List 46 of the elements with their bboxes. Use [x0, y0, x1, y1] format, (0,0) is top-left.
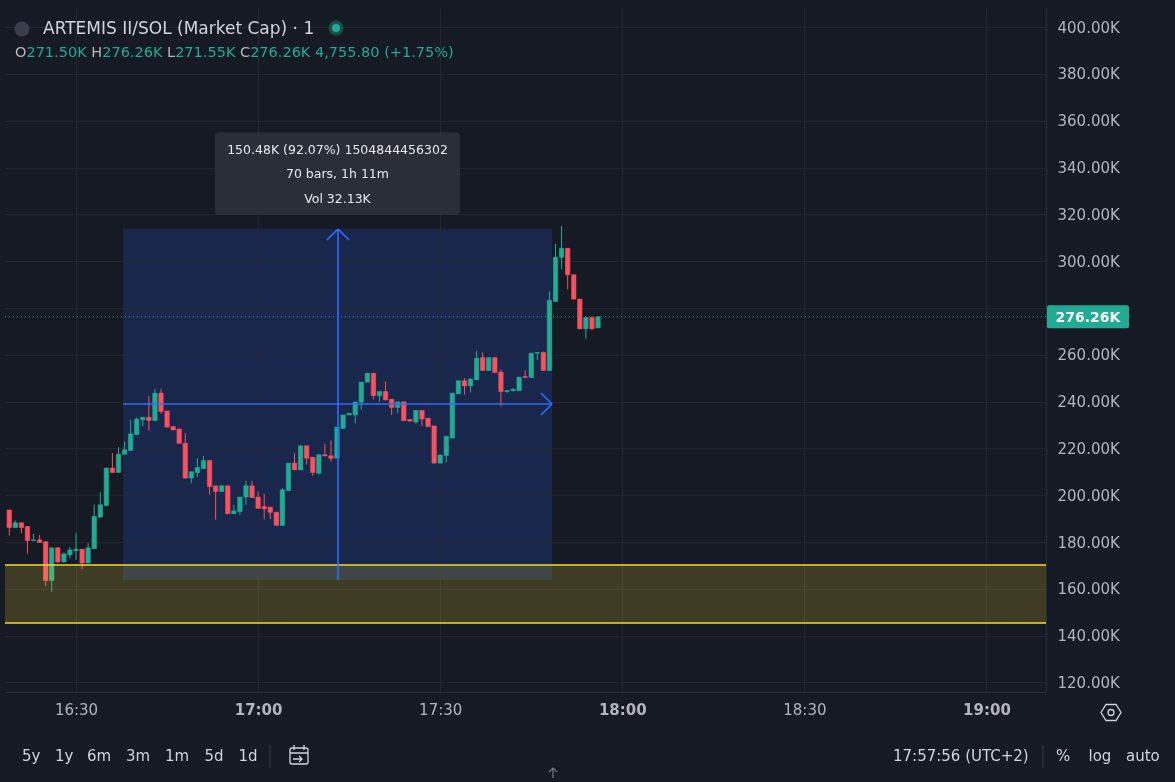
text: 5y: [22, 747, 41, 765]
y-tick-label: 120.00K: [1057, 673, 1121, 692]
y-tick-label: 300.00K: [1057, 252, 1121, 271]
x-tick-label: 17:30: [419, 700, 463, 719]
text: 6m: [87, 747, 112, 765]
y-tick-label: 200.00K: [1057, 486, 1121, 505]
candlestick: [109, 452, 115, 473]
candlestick: [79, 548, 85, 570]
text: log: [1088, 747, 1112, 765]
y-tick-label: 240.00K: [1057, 393, 1121, 412]
y-tick-label: 160.00K: [1057, 580, 1121, 599]
ref-line-label: 276.26K: [1055, 308, 1122, 325]
annotation: 150.48K (92.07%) 1504844456302: [227, 141, 448, 157]
price-tag: 276.26K: [1047, 305, 1129, 329]
annotation: Vol 32.13K: [304, 190, 372, 206]
y-tick-label: 380.00K: [1057, 65, 1121, 84]
y-tick-label: 260.00K: [1057, 346, 1121, 365]
text: 1d: [238, 747, 258, 765]
x-tick-label: 18:30: [783, 700, 827, 719]
candlestick: [480, 351, 486, 371]
text: O271.50K H276.26K L271.55K C276.26K 4,755.80 (+1.75%): [15, 44, 454, 60]
text: 17:57:56 (UTC+2): [893, 747, 1029, 765]
annotation: 70 bars, 1h 11m: [285, 166, 390, 181]
candlestick: [370, 372, 376, 400]
x-tick-label: 16:30: [54, 700, 99, 719]
y-tick-label: 180.00K: [1057, 533, 1121, 552]
text: auto: [1126, 747, 1160, 765]
text: 1m: [165, 747, 190, 765]
text: 5d: [204, 747, 224, 765]
y-tick-label: 140.00K: [1057, 627, 1121, 646]
y-tick-label: 320.00K: [1057, 205, 1121, 224]
text: 3m: [126, 747, 151, 765]
info-box: 150.48K (92.07%) 1504844456302 70 bars, 1h 11m Vol 32.13K: [215, 132, 460, 215]
text: ARTEMIS II/SOL (Market Cap) · 1: [43, 18, 315, 38]
x-tick-label: 19:00: [963, 700, 1011, 719]
y-tick-label: 400.00K: [1057, 18, 1121, 37]
text: 1y: [55, 747, 74, 765]
candlestick: [146, 395, 152, 432]
candlestick: [6, 509, 12, 536]
y-tick-label: 340.00K: [1057, 159, 1121, 178]
x-tick-label: 18:00: [598, 700, 647, 719]
y-tick-label: 360.00K: [1057, 112, 1121, 131]
candlestick: [316, 454, 322, 476]
text: %: [1056, 747, 1071, 765]
y-tick-label: 220.00K: [1057, 439, 1121, 458]
x-tick-label: 17:00: [234, 700, 283, 719]
